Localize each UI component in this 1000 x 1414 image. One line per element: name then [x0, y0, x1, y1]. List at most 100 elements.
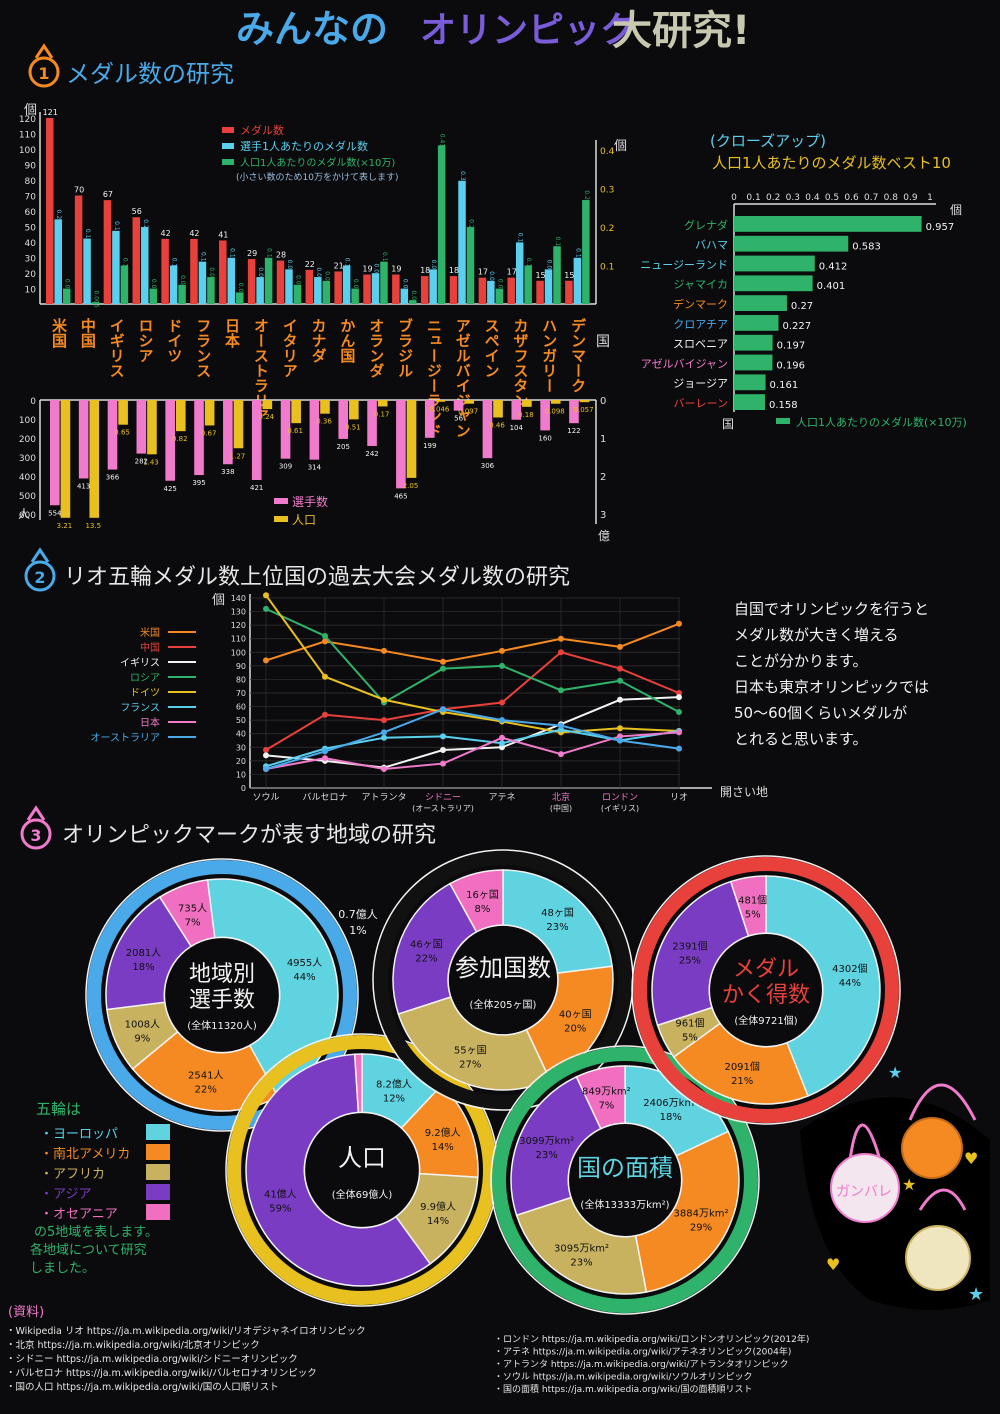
- country-label: 米国: [50, 317, 68, 349]
- ring-outline-edge: [490, 1045, 760, 1315]
- bar-per-athlete: [400, 288, 409, 304]
- closeup-country-label: バハマ: [695, 239, 728, 252]
- country-label: イタリア: [281, 318, 299, 378]
- bar-population: [204, 400, 215, 426]
- bar-label-population: 1.43: [143, 458, 159, 466]
- ring-total: (全体205ヶ国): [470, 998, 537, 1011]
- bar-label-per-athlete: 0.32: [459, 171, 466, 185]
- bar-label-per-athlete: 0.06: [488, 271, 495, 285]
- line-legend-label: ドイツ: [130, 688, 160, 699]
- legend-per-capita: 人口1人あたりのメダル数(×10万): [240, 156, 395, 169]
- series-point: [263, 766, 269, 772]
- legend-per-athlete: 選手1人あたりのメダル数: [240, 139, 368, 153]
- bar-per-capita: [437, 145, 446, 304]
- bar-label-per-capita: 0.15: [554, 237, 561, 251]
- series-line-2: [265, 696, 680, 769]
- chart1-y-tick: 60: [25, 208, 37, 218]
- closeup-bar-label: 0.401: [817, 281, 846, 292]
- bar-population: [291, 400, 301, 424]
- bar-label-per-capita: 0.06: [323, 271, 330, 285]
- bar-label-athletes: 554: [48, 509, 62, 517]
- closeup-bar-label: 0.227: [782, 321, 811, 332]
- series-point: [676, 694, 682, 701]
- title-part2: オリンピック: [420, 10, 636, 51]
- bar-label-medals: 17: [507, 268, 517, 277]
- ring-note-africa: ・アフリカ: [40, 1167, 105, 1182]
- bar-medals: [334, 271, 342, 304]
- closeup-x-tick: 0.5: [825, 193, 839, 203]
- ring-center: [708, 932, 824, 1048]
- chart2-x-tick: ロンドン: [602, 793, 638, 803]
- ring-center: [163, 936, 281, 1054]
- series-point: [499, 647, 505, 654]
- bar-label-per-athlete: 0.1: [171, 258, 178, 268]
- ring-slice-value: 9.2億人: [425, 1126, 461, 1139]
- ring-extra-percent: 1%: [349, 924, 366, 937]
- bar-athletes: [309, 400, 320, 460]
- ring-total: (全体11320人): [187, 1019, 257, 1032]
- chart2-y-tick: 130: [231, 608, 246, 617]
- series-point: [440, 760, 446, 767]
- swatch-asia: [146, 1184, 170, 1200]
- country-label: イギリス: [108, 318, 126, 378]
- bar-label-medals: 70: [74, 186, 84, 195]
- chart1-y-tick: 110: [19, 131, 36, 141]
- source-line-left: ・国の人口 https://ja.m.wikipedia.org/wiki/国の…: [6, 1382, 279, 1393]
- bar-population: [550, 400, 561, 404]
- ring-slice-percent: 23%: [570, 1257, 592, 1268]
- section3-number: 3: [30, 826, 41, 845]
- chart1b-legend: 選手数 人口: [274, 494, 328, 527]
- bar-athletes: [50, 400, 60, 506]
- country-label: ロシア: [137, 318, 155, 363]
- ring-total: (全体13333万km²): [580, 1198, 669, 1211]
- ring-slice-percent: 22%: [195, 1084, 217, 1095]
- bar-per-capita: [553, 246, 561, 304]
- country-label: 日本: [223, 318, 241, 349]
- sources-heading: (資料): [8, 1305, 44, 1320]
- ring-slice-value: 4955人: [287, 957, 322, 969]
- closeup-country-label: スロベニア: [673, 338, 728, 351]
- bar-label-per-capita: 0.12: [266, 248, 273, 262]
- ring-slice-percent: 59%: [269, 1203, 291, 1214]
- section2-header: 2 リオ五輪メダル数上位国の過去大会メダル数の研究: [24, 547, 570, 592]
- series-point: [322, 711, 328, 718]
- ring-outline-edge: [631, 855, 901, 1125]
- bar-label-athletes: 160: [538, 434, 551, 442]
- bar-per-capita: [207, 277, 215, 304]
- source-line-right: ・ソウル https://ja.m.wikipedia.org/wiki/ソウル…: [494, 1372, 752, 1383]
- bar-medals: [247, 259, 256, 304]
- bar-label-per-capita: 0.11: [381, 252, 388, 266]
- ring-slice-percent: 23%: [546, 922, 568, 933]
- section1-header: 1 メダル数の研究: [28, 43, 234, 88]
- ring-slice-percent: 14%: [427, 1216, 449, 1227]
- chart1b-y-unit: 人: [18, 507, 30, 521]
- series-point: [440, 665, 446, 672]
- chart1-y-tick: 70: [25, 193, 37, 203]
- source-line-right: ・アトランタ https://ja.m.wikipedia.org/wiki/ア…: [494, 1359, 788, 1370]
- chart2-y-tick: 120: [231, 621, 246, 630]
- chart1-y-tick: 10: [25, 286, 37, 296]
- chart2-x-unit: 開さい地: [720, 785, 768, 799]
- bar-label-population: 0.82: [172, 435, 188, 443]
- past-medals-line-chart: 個 開さい地 0 10 20 30 40 50 60 70 80 90 100 110 120 130 14…: [91, 592, 768, 813]
- chart2-y-tick: 60: [236, 703, 246, 712]
- series-point: [558, 649, 564, 656]
- series-point: [558, 635, 564, 642]
- ring-slice-percent: 21%: [731, 1076, 753, 1087]
- bar-label-medals: 42: [161, 229, 171, 238]
- country-label: オーストラリア: [252, 318, 270, 423]
- closeup-bar: [734, 334, 773, 351]
- series-point: [263, 752, 269, 759]
- bar-label-medals: 67: [103, 190, 113, 199]
- bar-per-athlete: [83, 238, 91, 304]
- closeup-bar: [734, 394, 765, 410]
- ring-slice-value: 849万km²: [582, 1087, 631, 1098]
- chart2-x-tick: バルセロナ: [302, 792, 347, 803]
- bar-label-per-athlete: 0.12: [574, 248, 581, 262]
- country-label: ハンガリー: [540, 318, 558, 393]
- bar-label-per-capita: 0.04: [64, 279, 71, 293]
- closeup-bar-label: 0.412: [819, 261, 848, 272]
- bar-label-per-capita: 0.05: [294, 275, 301, 289]
- series-point: [499, 662, 505, 669]
- main-title: みんなの オリンピック 大研究!: [236, 7, 750, 54]
